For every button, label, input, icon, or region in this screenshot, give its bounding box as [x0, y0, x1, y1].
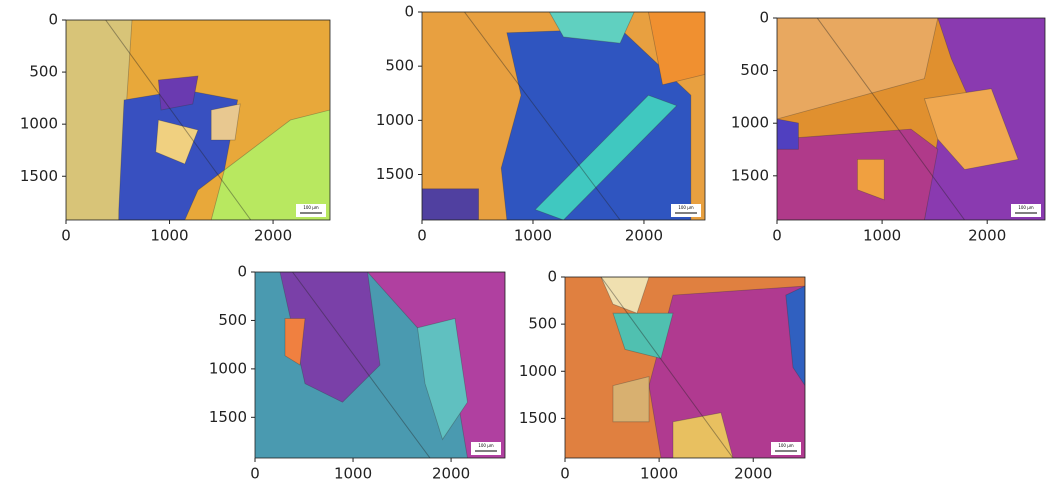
y-tick-label: 1500 [519, 409, 557, 427]
y-tick-label: 1500 [376, 165, 414, 183]
x-tick-label: 1000 [640, 465, 678, 483]
scale-bar-label: 100 µm [778, 443, 793, 448]
y-tick-label: 500 [528, 315, 557, 333]
x-tick-label: 2000 [254, 227, 292, 245]
grain [422, 189, 479, 220]
x-tick-label: 0 [61, 227, 71, 245]
scale-bar-label: 100 µm [478, 443, 493, 448]
y-tick-label: 1500 [731, 166, 769, 184]
x-tick-label: 0 [250, 465, 260, 483]
panel: 100 µm 0 1000 2000 0 500 1000 1500 [376, 3, 705, 245]
x-tick-label: 0 [560, 465, 570, 483]
scale-bar-label: 100 µm [678, 205, 693, 210]
grain [777, 119, 798, 149]
panel: 100 µm 0 1000 2000 0 500 1000 1500 [20, 11, 330, 245]
x-tick-label: 1000 [150, 227, 188, 245]
y-tick-label: 1000 [731, 114, 769, 132]
x-tick-label: 1000 [863, 227, 901, 245]
y-tick-label: 1000 [519, 362, 557, 380]
y-tick-label: 0 [48, 11, 58, 29]
x-tick-label: 2000 [625, 227, 663, 245]
panel: 100 µm 0 1000 2000 0 500 1000 1500 [519, 268, 805, 483]
micrograph [255, 272, 505, 458]
y-tick-label: 500 [218, 311, 247, 329]
micrograph [777, 18, 1045, 220]
scale-bar-label: 100 µm [1018, 205, 1033, 210]
y-tick-label: 500 [740, 61, 769, 79]
y-tick-label: 1000 [20, 115, 58, 133]
y-tick-label: 1000 [376, 111, 414, 129]
x-tick-label: 0 [772, 227, 782, 245]
scale-bar-label: 100 µm [303, 205, 318, 210]
grain [211, 104, 240, 140]
y-tick-label: 1500 [20, 167, 58, 185]
y-tick-label: 0 [237, 263, 247, 281]
x-tick-label: 2000 [432, 465, 470, 483]
micrograph [565, 277, 805, 458]
x-tick-label: 2000 [968, 227, 1006, 245]
y-tick-label: 500 [385, 57, 414, 75]
y-tick-label: 0 [759, 9, 769, 27]
page: {"chart_data": [ {"type": "image", "xlim… [0, 0, 1046, 489]
panel: 100 µm 0 1000 2000 0 500 1000 1500 [209, 263, 505, 483]
grain [649, 286, 805, 458]
x-tick-label: 1000 [514, 227, 552, 245]
y-tick-label: 0 [404, 3, 414, 21]
y-tick-label: 0 [547, 268, 557, 286]
x-tick-label: 1000 [334, 465, 372, 483]
panel: 100 µm 0 1000 2000 0 500 1000 1500 [731, 9, 1045, 245]
x-tick-label: 0 [417, 227, 427, 245]
y-tick-label: 500 [29, 63, 58, 81]
y-tick-label: 1000 [209, 359, 247, 377]
figure: 100 µm 0 1000 2000 0 500 1000 1500 100 µm 0 1000 20… [0, 0, 1046, 489]
y-tick-label: 1500 [209, 408, 247, 426]
micrograph [422, 12, 705, 220]
micrograph [66, 20, 330, 220]
x-tick-label: 2000 [734, 465, 772, 483]
